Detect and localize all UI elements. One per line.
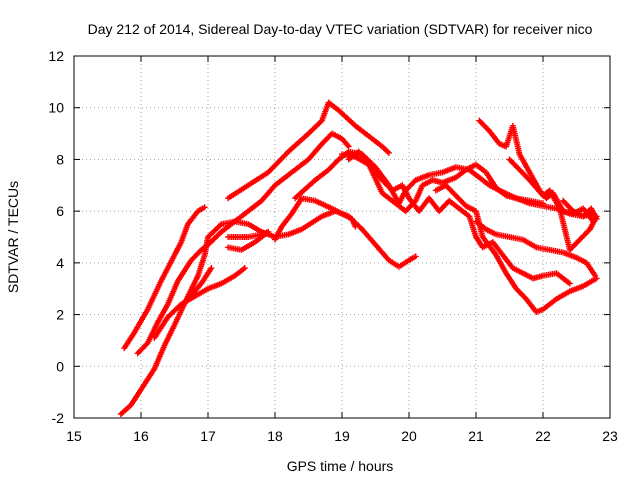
- x-axis-label: GPS time / hours: [287, 458, 394, 474]
- y-tick-label: 10: [48, 100, 64, 116]
- y-tick-label: 0: [56, 358, 64, 374]
- series-track-5: [184, 265, 215, 303]
- chart-title: Day 212 of 2014, Sidereal Day-to-day VTE…: [88, 21, 593, 37]
- y-tick-label: 4: [56, 255, 64, 271]
- data-marks: [117, 99, 600, 418]
- x-tick-label: 23: [602, 428, 618, 444]
- data-point: [241, 265, 248, 272]
- data-point: [344, 142, 351, 149]
- data-point: [412, 253, 419, 260]
- data-point: [540, 200, 546, 207]
- series-track-11: [345, 148, 546, 215]
- data-point: [345, 143, 352, 150]
- series-track-13: [476, 117, 597, 225]
- series-track-3: [117, 208, 419, 418]
- x-tick-label: 21: [468, 428, 484, 444]
- series-track-6: [225, 99, 392, 202]
- y-tick-label: 12: [48, 48, 64, 64]
- data-point: [592, 272, 599, 279]
- data-point: [201, 204, 208, 211]
- data-point: [352, 223, 359, 230]
- series-track-12: [432, 182, 600, 315]
- data-point: [411, 199, 418, 206]
- x-tick-label: 15: [66, 428, 82, 444]
- data-point: [225, 244, 232, 251]
- series-track-14: [473, 218, 599, 279]
- series-track-2: [134, 130, 352, 357]
- x-tick-label: 17: [200, 428, 216, 444]
- y-axis-label: SDTVAR / TECUs: [5, 181, 21, 293]
- y-tick-label: 6: [56, 203, 64, 219]
- data-point: [385, 149, 392, 156]
- data-point: [208, 265, 215, 272]
- data-point: [593, 215, 600, 222]
- data-point: [566, 280, 573, 287]
- series-track-7: [225, 228, 272, 253]
- series-track-16: [560, 197, 600, 222]
- series-track-15: [506, 156, 600, 253]
- y-tick-label: 2: [56, 307, 64, 323]
- x-tick-label: 19: [334, 428, 350, 444]
- x-tick-label: 20: [401, 428, 417, 444]
- x-tick-label: 18: [267, 428, 283, 444]
- data-point: [143, 341, 150, 348]
- ticks: 15 16 17 18 19 20 21 22 23 -2 0 2 4 6 8 10 12: [48, 48, 618, 444]
- series-track-8: [272, 195, 359, 243]
- y-tick-label: -2: [52, 410, 65, 426]
- x-tick-label: 22: [535, 428, 551, 444]
- y-tick-label: 8: [56, 151, 64, 167]
- x-tick-label: 16: [133, 428, 149, 444]
- series-track-1: [121, 204, 208, 352]
